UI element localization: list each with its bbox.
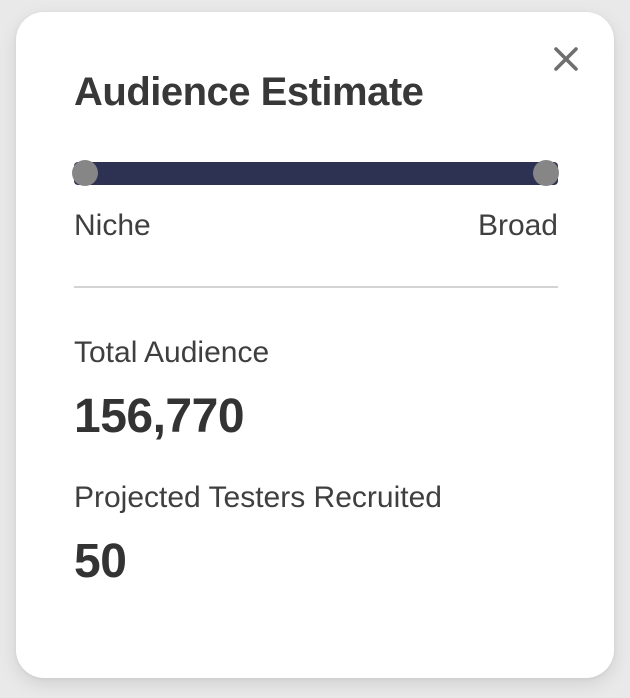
stat-value-projected-testers: 50 <box>74 535 127 588</box>
audience-range-slider <box>72 160 559 187</box>
stat-label-projected-testers: Projected Testers Recruited <box>74 481 442 514</box>
audience-estimate-modal: Audience Estimate Niche Broad Total Audi… <box>16 12 614 678</box>
close-icon <box>554 47 578 71</box>
slider-track[interactable] <box>72 160 559 186</box>
slider-label-niche: Niche <box>74 209 151 242</box>
slider-label-broad: Broad <box>477 209 558 242</box>
close-button[interactable] <box>544 37 588 81</box>
stat-label-total-audience: Total Audience <box>74 336 270 369</box>
stat-total-audience: Total Audience 156,770 <box>74 333 558 445</box>
slider-handle-max[interactable] <box>533 160 559 186</box>
slider-labels: Niche Broad <box>74 206 558 246</box>
stat-projected-testers: Projected Testers Recruited 50 <box>74 478 558 590</box>
modal-title: Audience Estimate <box>74 70 424 114</box>
stat-value-total-audience: 156,770 <box>74 390 245 443</box>
slider-handle-min[interactable] <box>72 160 98 186</box>
divider <box>74 286 558 288</box>
